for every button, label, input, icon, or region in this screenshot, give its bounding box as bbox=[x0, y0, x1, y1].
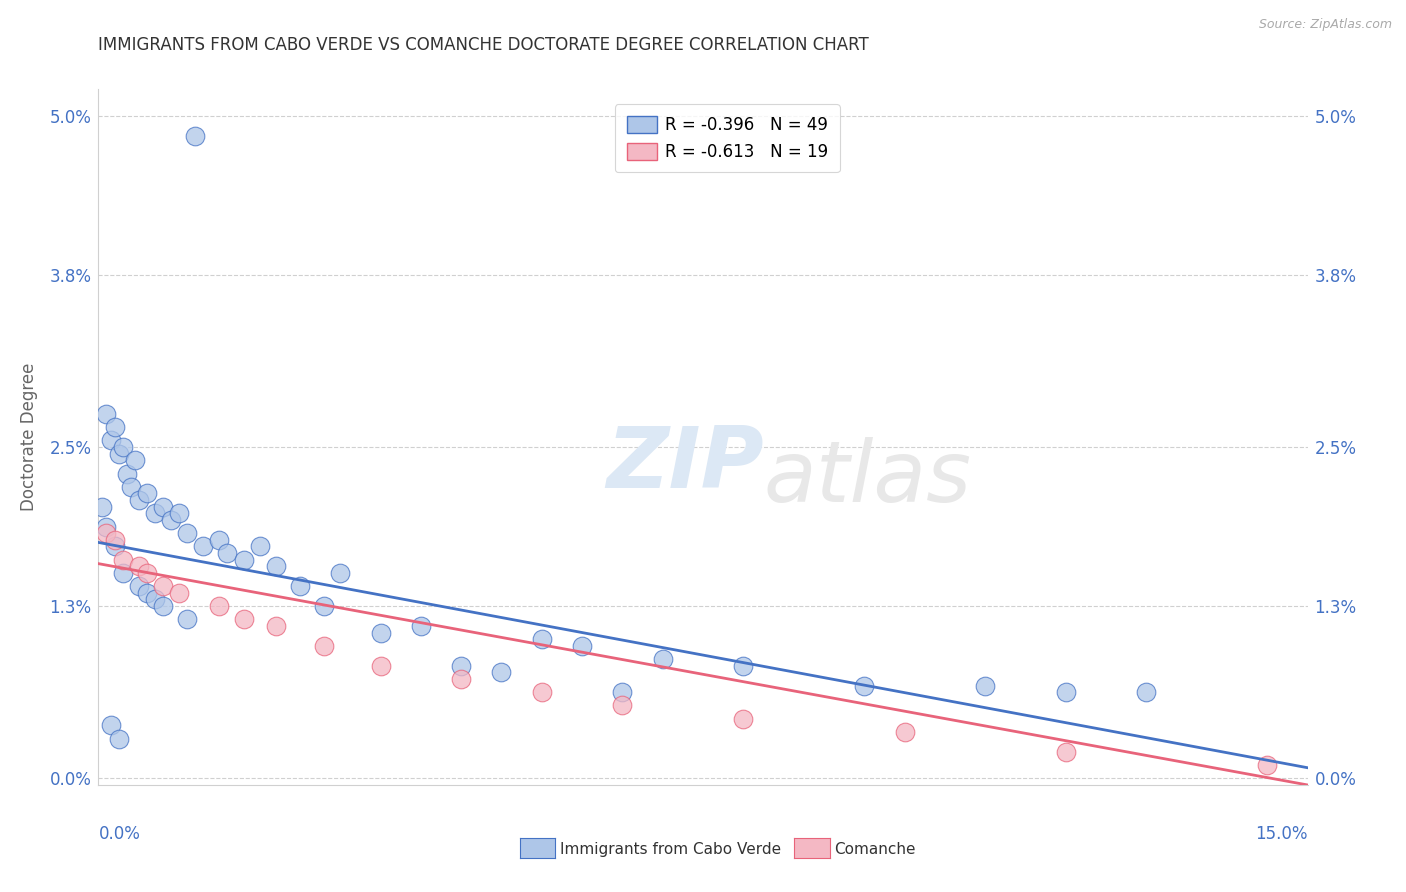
Point bbox=[96, 526, 118, 541]
Y-axis label: Doctorate Degree: Doctorate Degree bbox=[20, 363, 38, 511]
Point bbox=[893, 725, 915, 739]
Point bbox=[107, 447, 129, 461]
Point bbox=[111, 440, 134, 454]
Text: 15.0%: 15.0% bbox=[1256, 825, 1308, 843]
Point bbox=[329, 566, 352, 580]
Point bbox=[249, 540, 271, 554]
Point bbox=[1054, 745, 1077, 759]
Point bbox=[152, 579, 174, 593]
Point bbox=[264, 559, 287, 574]
Point bbox=[160, 513, 183, 527]
Point bbox=[96, 519, 118, 533]
Point bbox=[167, 586, 190, 600]
Legend: R = -0.396   N = 49, R = -0.613   N = 19: R = -0.396 N = 49, R = -0.613 N = 19 bbox=[614, 104, 839, 172]
Point bbox=[124, 453, 146, 467]
Point bbox=[135, 586, 157, 600]
Point bbox=[103, 420, 125, 434]
Text: Source: ZipAtlas.com: Source: ZipAtlas.com bbox=[1258, 18, 1392, 31]
Point bbox=[571, 639, 593, 653]
Point bbox=[651, 652, 673, 666]
Point bbox=[409, 619, 432, 633]
Point bbox=[111, 566, 134, 580]
Point bbox=[612, 685, 634, 699]
Point bbox=[143, 506, 166, 520]
Point bbox=[370, 625, 392, 640]
Point bbox=[193, 540, 215, 554]
Point bbox=[530, 632, 553, 647]
Text: Comanche: Comanche bbox=[834, 842, 915, 856]
Point bbox=[314, 639, 336, 653]
Point bbox=[491, 665, 513, 680]
Point bbox=[96, 407, 118, 421]
Point bbox=[103, 540, 125, 554]
Text: atlas: atlas bbox=[763, 437, 972, 520]
Point bbox=[450, 658, 472, 673]
Point bbox=[143, 592, 166, 607]
Point bbox=[128, 559, 150, 574]
Point bbox=[111, 552, 134, 566]
Point bbox=[128, 493, 150, 508]
Point bbox=[91, 500, 114, 514]
Point bbox=[314, 599, 336, 613]
Point bbox=[103, 533, 125, 547]
Point bbox=[733, 712, 755, 726]
Point bbox=[208, 599, 231, 613]
Point bbox=[120, 480, 142, 494]
Point bbox=[370, 658, 392, 673]
Point bbox=[128, 579, 150, 593]
Point bbox=[152, 599, 174, 613]
Point bbox=[184, 128, 207, 143]
Point bbox=[135, 486, 157, 500]
Point bbox=[264, 619, 287, 633]
Text: ZIP: ZIP bbox=[606, 424, 763, 507]
Point bbox=[232, 552, 254, 566]
Point bbox=[217, 546, 239, 560]
Point bbox=[107, 731, 129, 746]
Point bbox=[208, 533, 231, 547]
Point bbox=[288, 579, 311, 593]
Point bbox=[853, 679, 876, 693]
Point bbox=[152, 500, 174, 514]
Point bbox=[1135, 685, 1157, 699]
Point bbox=[176, 526, 198, 541]
Point bbox=[115, 467, 138, 481]
Point bbox=[450, 672, 472, 686]
Point bbox=[612, 698, 634, 713]
Text: 0.0%: 0.0% bbox=[98, 825, 141, 843]
Point bbox=[1256, 758, 1278, 772]
Point bbox=[733, 658, 755, 673]
Text: Immigrants from Cabo Verde: Immigrants from Cabo Verde bbox=[560, 842, 780, 856]
Point bbox=[100, 434, 122, 448]
Point bbox=[176, 612, 198, 626]
Point bbox=[974, 679, 997, 693]
Point bbox=[135, 566, 157, 580]
Point bbox=[100, 718, 122, 732]
Point bbox=[530, 685, 553, 699]
Text: IMMIGRANTS FROM CABO VERDE VS COMANCHE DOCTORATE DEGREE CORRELATION CHART: IMMIGRANTS FROM CABO VERDE VS COMANCHE D… bbox=[98, 36, 869, 54]
Point bbox=[232, 612, 254, 626]
Point bbox=[1054, 685, 1077, 699]
Point bbox=[167, 506, 190, 520]
